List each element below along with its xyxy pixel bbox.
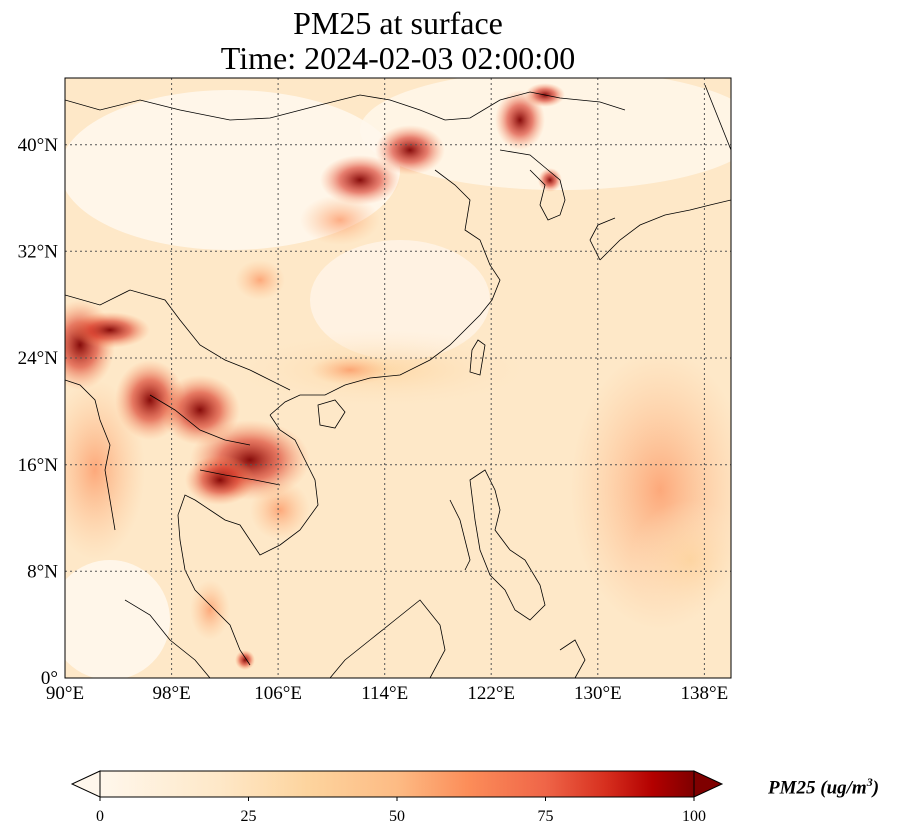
map-frame	[64, 77, 732, 679]
x-tick: 98°E	[152, 683, 190, 704]
colorbar-label-superscript: 3	[866, 775, 873, 789]
y-tick: 0°	[41, 668, 58, 689]
y-tick: 16°N	[18, 455, 59, 476]
y-axis-ticks: 0° 8°N 16°N 24°N 32°N 40°N	[18, 135, 59, 689]
x-tick: 90°E	[46, 683, 84, 704]
colorbar-label: PM25 (ug/m3)	[768, 775, 879, 799]
colorbar-tick: 50	[389, 808, 405, 825]
y-tick: 40°N	[18, 135, 59, 156]
x-tick: 114°E	[361, 683, 408, 704]
map-title-line1: PM25 at surface	[293, 5, 503, 41]
colorbar-gradient	[99, 770, 695, 798]
y-tick: 8°N	[27, 562, 58, 583]
coastlines	[65, 84, 731, 678]
x-tick: 106°E	[254, 683, 302, 704]
y-tick: 24°N	[18, 348, 59, 369]
colorbar-tick: 75	[538, 808, 554, 825]
x-tick: 138°E	[681, 683, 729, 704]
colorbar-label-end: )	[872, 777, 880, 799]
gridlines	[65, 78, 731, 678]
x-tick: 130°E	[574, 683, 622, 704]
colorbar-tick: 0	[96, 808, 104, 825]
y-tick: 32°N	[18, 242, 59, 263]
colorbar-tick: 25	[241, 808, 257, 825]
pm25-field	[65, 78, 731, 678]
x-axis-ticks: 90°E 98°E 106°E 114°E 122°E 130°E 138°E	[46, 683, 728, 704]
map-title-line2: Time: 2024-02-03 02:00:00	[220, 40, 576, 76]
colorbar-extend-max	[693, 770, 724, 798]
colorbar-extend-min	[70, 770, 101, 798]
colorbar: 0 25 50 75 100	[70, 770, 724, 825]
x-tick: 122°E	[467, 683, 515, 704]
colorbar-label-text: PM25 (ug/m	[768, 777, 867, 799]
colorbar-tick: 100	[682, 808, 706, 825]
